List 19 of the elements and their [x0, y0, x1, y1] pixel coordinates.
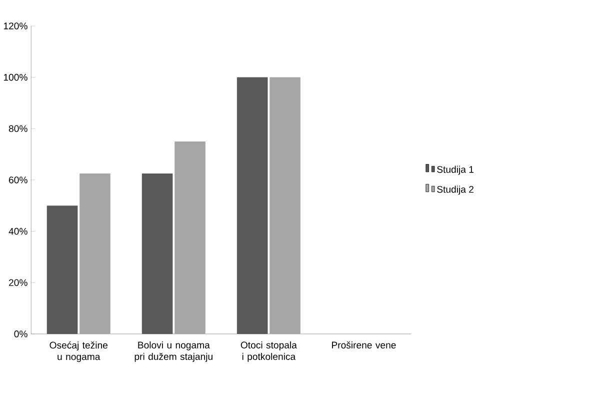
- x-tick-label: Otoci stopala i potkolenica: [240, 342, 297, 362]
- bar: [46, 206, 78, 334]
- x-tick-label: Proširene vene: [332, 342, 396, 349]
- bar: [174, 142, 206, 334]
- bar: [236, 77, 268, 334]
- bar: [80, 174, 110, 334]
- y-tick-label: 60%: [9, 176, 28, 184]
- y-tick-label: 100%: [4, 74, 28, 81]
- bar: [270, 77, 300, 334]
- y-tick-label: 20%: [9, 279, 28, 286]
- y-tick-label: 0%: [14, 330, 28, 338]
- y-tick-label: 40%: [8, 228, 28, 235]
- legend-label: Studija 1: [437, 166, 474, 175]
- y-tick-label: 80%: [8, 125, 28, 132]
- x-tick-label: Osećaj težine u nogama: [50, 342, 108, 362]
- y-tick-label: 120%: [4, 22, 28, 30]
- legend-label: Studija 2: [437, 186, 474, 195]
- x-tick-label: Bolovi u nogama pri dužem stajanju: [134, 342, 212, 362]
- bar: [142, 174, 173, 334]
